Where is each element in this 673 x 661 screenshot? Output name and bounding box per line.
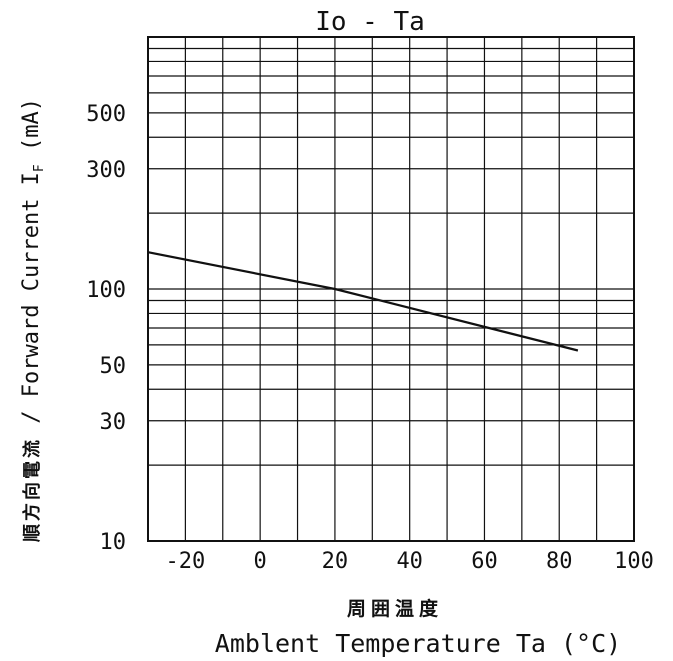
x-tick-labels: -20 0 20 40 60 80 100: [166, 549, 654, 574]
y-axis-label-subscript: F: [32, 164, 47, 172]
y-tick-label: 10: [100, 530, 127, 555]
x-tick-label: 0: [254, 549, 267, 574]
y-axis-label-main: Forward Current I: [19, 172, 44, 397]
series-layer: [147, 251, 579, 352]
y-tick-label: 300: [86, 158, 126, 183]
x-tick-label: 60: [471, 549, 498, 574]
chart-title: Io - Ta: [315, 7, 425, 37]
y-axis-label-separator: /: [19, 397, 44, 437]
grid-lines: [148, 37, 634, 541]
y-axis-label-unit: (mA): [19, 98, 44, 164]
y-axis-label-japanese: 順方向電流: [21, 437, 43, 542]
y-tick-labels: 10 30 50 100 300 500: [86, 102, 126, 555]
x-axis-label-japanese: 周囲温度: [347, 597, 443, 620]
y-tick-label: 30: [100, 410, 127, 435]
y-tick-label: 500: [86, 102, 126, 127]
y-tick-label: 50: [100, 354, 127, 379]
x-tick-label: 100: [614, 549, 654, 574]
x-tick-label: 20: [322, 549, 349, 574]
plot-frame: [147, 36, 635, 542]
x-tick-label: -20: [166, 549, 206, 574]
x-tick-label: 80: [546, 549, 573, 574]
x-tick-label: 40: [396, 549, 423, 574]
x-axis-label: Amblent Temperature Ta (°C): [215, 629, 621, 658]
series-line: [147, 251, 579, 352]
y-tick-label: 100: [86, 278, 126, 303]
y-axis-label: 順方向電流 / Forward Current IF (mA): [19, 98, 47, 542]
